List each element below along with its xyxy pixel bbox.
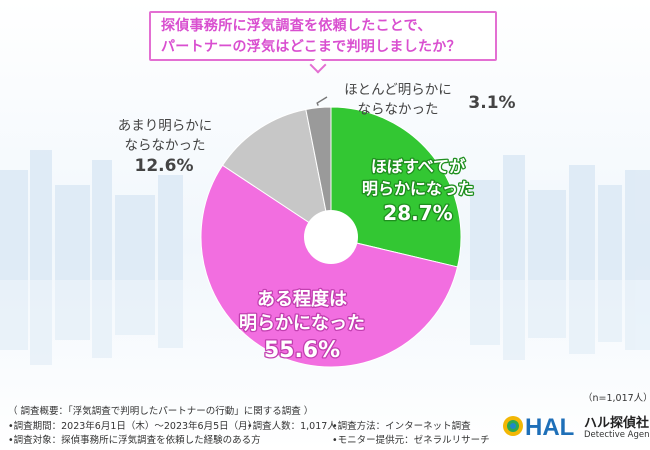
pie-slice-almost-all bbox=[330, 106, 462, 268]
slice-label-not-much-line-1: あまり明らかに bbox=[118, 118, 213, 134]
slice-value-somewhat: 55.6% bbox=[264, 338, 340, 363]
pie-slice-hardly bbox=[305, 106, 332, 238]
hal-logo-text: HAL bbox=[525, 414, 574, 441]
survey-provider: •モニター提供元：ゼネラルリサーチ bbox=[332, 435, 490, 446]
slice-label-somewhat-line-1: ある程度は bbox=[257, 288, 347, 310]
survey-respondents: •調査人数：1,017人 bbox=[247, 421, 337, 432]
hal-logo: HAL ハル探偵社 Detective Agency bbox=[502, 408, 650, 444]
slice-label-almost-all-line-1: ほぼすべてが bbox=[371, 157, 465, 176]
leader-line-hardly bbox=[316, 96, 328, 106]
survey-method: •調査方法：インターネット調査 bbox=[332, 421, 471, 432]
slice-label-hardly-line-1: ほとんど明らかに bbox=[344, 82, 452, 98]
pie-center-hole bbox=[304, 210, 358, 264]
question-line-2: パートナーの浮気はどこまで判明しましたか？ bbox=[161, 39, 461, 55]
slice-value-hardly: 3.1% bbox=[468, 93, 515, 113]
slice-label-somewhat-line-2: 明らかになった bbox=[239, 313, 365, 334]
slice-label-almost-all-line-2: 明らかになった bbox=[362, 179, 474, 198]
brand-name-en: Detective Agency bbox=[584, 430, 650, 440]
survey-target: •調査対象：探偵事務所に浮気調査を依頼した経験のある方 bbox=[8, 435, 261, 446]
slice-label-not-much-line-2: ならなかった bbox=[125, 138, 206, 154]
question-line-1: 探偵事務所に浮気調査を依頼したことで、 bbox=[161, 18, 432, 34]
brand-name-jp: ハル探偵社 bbox=[584, 416, 650, 431]
question-callout: 探偵事務所に浮気調査を依頼したことで、 パートナーの浮気はどこまで判明しましたか… bbox=[149, 11, 497, 61]
hal-logo-mark: HAL bbox=[503, 414, 574, 441]
pie-slice-somewhat bbox=[200, 164, 459, 368]
slice-label-hardly-line-2: ならなかった bbox=[358, 102, 439, 118]
survey-period: •調査期間：2023年6月1日（木）〜2023年6月5日（月） bbox=[8, 421, 258, 432]
slice-value-almost-all: 28.7% bbox=[383, 201, 452, 225]
survey-overview: （ 調査概要：「浮気調査で判明したパートナーの行動」に関する調査 ） bbox=[8, 406, 314, 417]
pie-slice-not-much bbox=[221, 108, 332, 239]
sample-size-label: （n=1,017人） bbox=[583, 393, 650, 404]
slice-value-not-much: 12.6% bbox=[135, 156, 194, 176]
